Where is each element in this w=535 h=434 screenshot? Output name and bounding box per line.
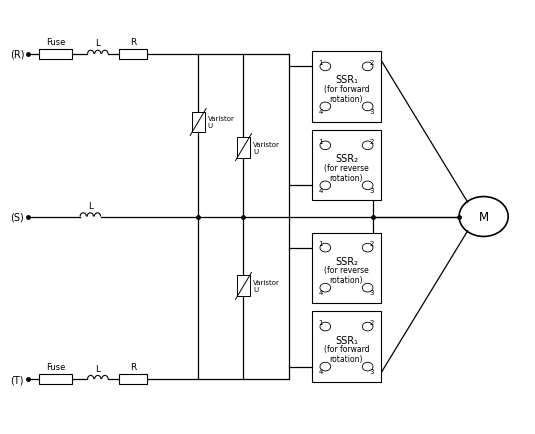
Text: (for forward
rotation): (for forward rotation) bbox=[324, 85, 369, 104]
Text: Fuse: Fuse bbox=[46, 38, 65, 46]
Text: M: M bbox=[478, 210, 488, 224]
Bar bbox=[237, 138, 250, 158]
Text: (for reverse
rotation): (for reverse rotation) bbox=[324, 265, 369, 285]
Text: 4: 4 bbox=[319, 187, 323, 194]
Text: Varistor
U: Varistor U bbox=[253, 280, 280, 293]
Bar bbox=[119, 375, 147, 384]
Text: 4: 4 bbox=[319, 290, 323, 296]
Text: 2: 2 bbox=[370, 240, 374, 247]
Text: (T): (T) bbox=[10, 374, 24, 384]
Bar bbox=[312, 52, 381, 122]
Text: (R): (R) bbox=[10, 50, 25, 60]
Bar bbox=[39, 50, 72, 59]
Text: L: L bbox=[95, 39, 100, 48]
Bar bbox=[312, 233, 381, 303]
Bar bbox=[192, 112, 204, 133]
Text: 1: 1 bbox=[319, 319, 323, 325]
Text: (S): (S) bbox=[10, 212, 24, 222]
Bar bbox=[312, 312, 381, 382]
Text: L: L bbox=[88, 201, 93, 210]
Text: 4: 4 bbox=[319, 109, 323, 115]
Text: 3: 3 bbox=[370, 187, 374, 194]
Text: 3: 3 bbox=[370, 290, 374, 296]
Bar bbox=[312, 131, 381, 201]
Bar bbox=[39, 375, 72, 384]
Text: L: L bbox=[95, 364, 100, 373]
Text: R: R bbox=[130, 38, 136, 46]
Text: Fuse: Fuse bbox=[46, 362, 65, 371]
Text: R: R bbox=[130, 362, 136, 371]
Text: 1: 1 bbox=[319, 138, 323, 144]
Text: 4: 4 bbox=[319, 368, 323, 375]
Text: 1: 1 bbox=[319, 59, 323, 66]
Text: SSR₁: SSR₁ bbox=[335, 75, 358, 85]
Bar bbox=[119, 50, 147, 59]
Text: 2: 2 bbox=[370, 59, 374, 66]
Text: 3: 3 bbox=[370, 109, 374, 115]
Text: 1: 1 bbox=[319, 240, 323, 247]
Bar bbox=[237, 276, 250, 296]
Text: SSR₁: SSR₁ bbox=[335, 335, 358, 345]
Text: 3: 3 bbox=[370, 368, 374, 375]
Text: Varistor
U: Varistor U bbox=[253, 141, 280, 154]
Text: (for forward
rotation): (for forward rotation) bbox=[324, 344, 369, 363]
Text: SSR₂: SSR₂ bbox=[335, 154, 358, 164]
Text: Varistor
U: Varistor U bbox=[208, 116, 235, 129]
Text: (for reverse
rotation): (for reverse rotation) bbox=[324, 163, 369, 183]
Text: 2: 2 bbox=[370, 138, 374, 144]
Text: 2: 2 bbox=[370, 319, 374, 325]
Text: SSR₂: SSR₂ bbox=[335, 256, 358, 266]
